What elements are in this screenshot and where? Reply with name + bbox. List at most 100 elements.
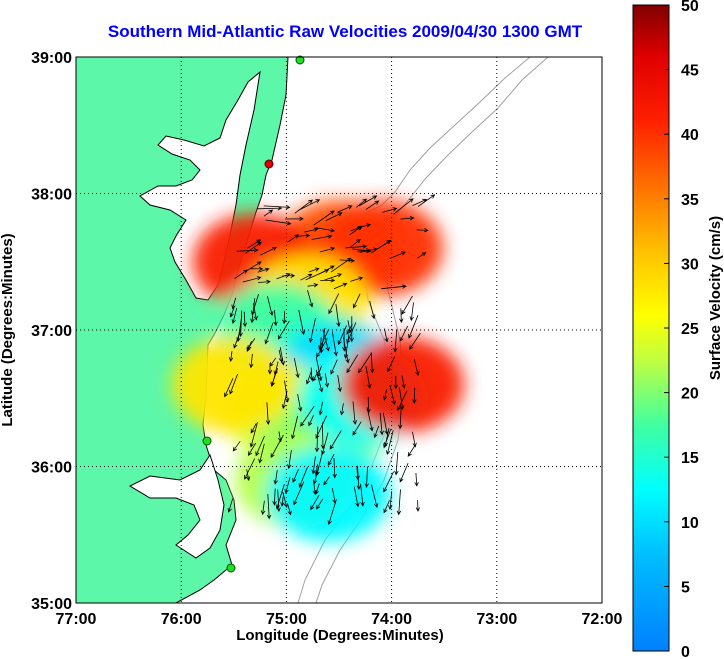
current-vector (383, 500, 390, 514)
current-vector (399, 325, 409, 342)
current-vector (249, 353, 254, 369)
current-vector (224, 378, 234, 398)
current-vector (388, 491, 393, 510)
current-vector (294, 199, 314, 214)
current-vector (416, 252, 427, 259)
current-vector (401, 375, 406, 389)
current-vector (269, 357, 277, 367)
current-vector (382, 412, 389, 435)
current-vector (415, 500, 421, 512)
current-vector (397, 390, 408, 411)
current-vector (311, 456, 316, 475)
current-vector (284, 477, 291, 494)
radar-site-marker (226, 563, 236, 573)
grid-lines (76, 57, 602, 603)
y-tick-label: 35:00 (31, 596, 72, 613)
current-vector (273, 310, 278, 327)
current-vector (309, 367, 314, 381)
current-vector (356, 198, 368, 208)
current-vector (381, 284, 407, 290)
colorbar-label: Surface Velocity (cm/s) (707, 216, 724, 380)
current-vector (251, 293, 259, 316)
colorbar-tick-label: 40 (681, 127, 699, 144)
colorbar-tick-label: 50 (681, 0, 699, 15)
velocity-cell (266, 445, 391, 542)
current-vector (297, 394, 303, 412)
current-vector (307, 289, 314, 308)
current-vector (257, 206, 283, 211)
current-vector (232, 440, 241, 452)
current-vector (238, 310, 243, 338)
current-vector (236, 248, 259, 253)
current-vector (343, 334, 350, 359)
colorbar-tick-label: 25 (681, 321, 699, 338)
chart-title: Southern Mid-Atlantic Raw Velocities 200… (107, 22, 583, 41)
current-vector (417, 194, 436, 207)
current-vector (284, 380, 290, 403)
current-vector (394, 451, 399, 476)
current-vector (276, 273, 291, 280)
current-vector (275, 483, 285, 510)
current-vector (337, 205, 353, 213)
current-vector (319, 327, 326, 354)
current-vector (320, 422, 326, 450)
current-vector (306, 369, 313, 385)
current-vector (250, 266, 264, 272)
current-vector (383, 471, 394, 493)
current-vector (407, 444, 416, 457)
current-vector (328, 293, 340, 315)
colorbar-tick-label: 45 (681, 63, 699, 80)
current-vector (270, 367, 279, 387)
current-vector (331, 331, 338, 357)
colorbar-tick-label: 20 (681, 386, 699, 403)
current-vector (400, 216, 415, 221)
y-axis-label: Latitude (Degrees:Minutes) (0, 233, 16, 426)
current-vector (399, 462, 409, 483)
current-vector (408, 315, 419, 339)
current-vector (250, 423, 257, 434)
current-vector (291, 416, 298, 440)
current-vector (279, 347, 285, 366)
current-vector (332, 458, 337, 479)
current-vector (282, 310, 287, 325)
current-vector (323, 476, 330, 486)
current-vector (298, 467, 308, 488)
current-vector (293, 481, 305, 506)
x-axis-label: Longitude (Degrees:Minutes) (236, 627, 444, 644)
radar-site-marker (295, 55, 305, 65)
current-vector (333, 282, 348, 290)
current-vector (260, 247, 277, 256)
x-tick-label: 76:00 (161, 611, 202, 628)
colorbar-tick-label: 30 (681, 256, 699, 273)
current-vector (316, 365, 322, 378)
current-vector (352, 421, 362, 436)
current-vector (335, 304, 341, 328)
current-vector (318, 401, 323, 416)
current-vector (384, 328, 389, 343)
current-vector (245, 469, 251, 482)
current-vector (228, 351, 234, 362)
current-vectors (224, 194, 436, 526)
current-vector (337, 325, 347, 346)
colorbar-tick-label: 10 (681, 515, 699, 532)
x-tick-label: 72:00 (582, 611, 623, 628)
current-vector (356, 223, 372, 229)
current-vector (258, 279, 271, 285)
current-vector (300, 405, 315, 427)
current-vector (229, 373, 238, 395)
current-vector (370, 352, 375, 374)
x-tick-label: 77:00 (56, 611, 97, 628)
current-vector (355, 467, 360, 481)
current-vector (245, 261, 262, 272)
current-vector (278, 349, 284, 363)
current-vector (300, 273, 313, 281)
current-vector (379, 412, 384, 436)
current-vector (339, 403, 345, 416)
current-vector (308, 415, 314, 427)
current-vector (350, 276, 364, 282)
current-vector (265, 219, 292, 226)
current-vector (393, 329, 398, 353)
current-vector (331, 487, 337, 505)
x-axis: 77:00 76:00 75:00 74:00 73:00 72:00 (56, 611, 623, 628)
